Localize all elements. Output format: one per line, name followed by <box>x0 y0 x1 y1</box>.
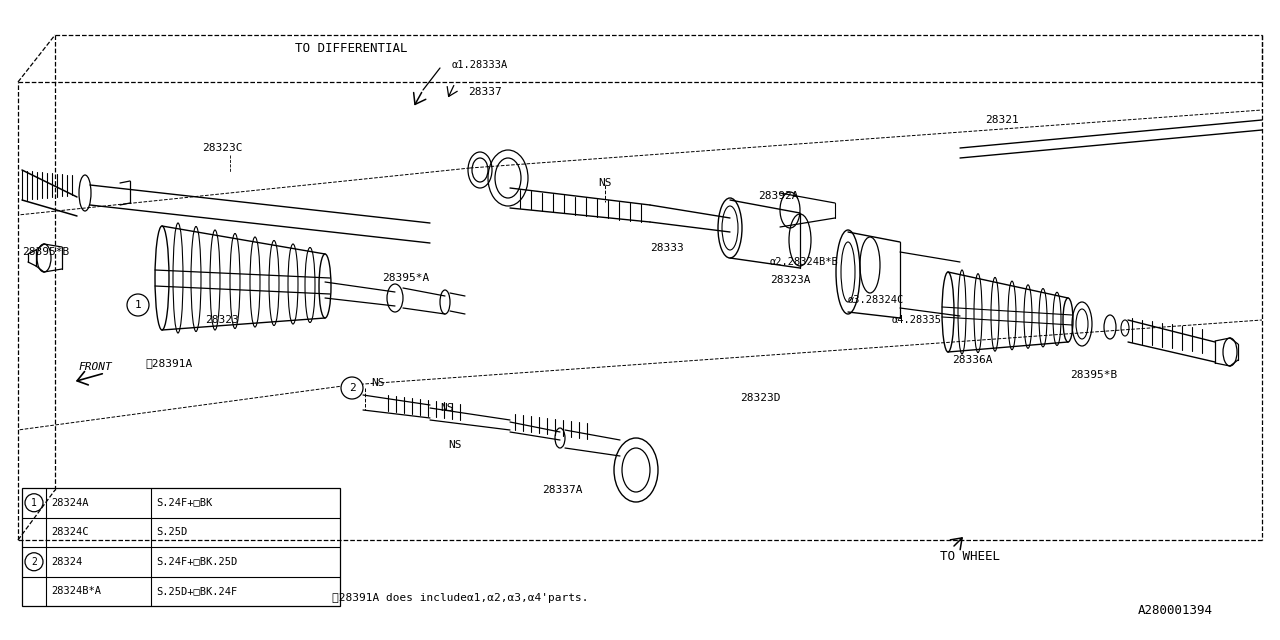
Text: NS: NS <box>598 178 612 188</box>
Text: α3.28324C: α3.28324C <box>849 295 904 305</box>
Text: 28323: 28323 <box>205 315 239 325</box>
Text: 2: 2 <box>31 557 37 567</box>
Text: 28324C: 28324C <box>51 527 88 537</box>
Circle shape <box>26 553 44 571</box>
Text: S.24F+□BK.25D: S.24F+□BK.25D <box>156 557 237 567</box>
Text: 28324A: 28324A <box>51 498 88 508</box>
Text: 28323C: 28323C <box>202 143 242 153</box>
Text: TO WHEEL: TO WHEEL <box>940 550 1000 563</box>
Text: 1: 1 <box>134 300 141 310</box>
Text: 28395*B: 28395*B <box>1070 370 1117 380</box>
Text: 28395*A: 28395*A <box>381 273 429 283</box>
Text: NS: NS <box>440 403 453 413</box>
Text: 28333: 28333 <box>650 243 684 253</box>
Text: 28321: 28321 <box>986 115 1019 125</box>
Text: 28323D: 28323D <box>740 393 781 403</box>
Text: NS: NS <box>448 440 462 450</box>
Circle shape <box>340 377 364 399</box>
Text: S.24F+□BK: S.24F+□BK <box>156 498 212 508</box>
Text: α2.28324B*B: α2.28324B*B <box>771 257 838 267</box>
Text: 2: 2 <box>348 383 356 393</box>
Circle shape <box>26 493 44 512</box>
Text: 28337: 28337 <box>468 87 502 97</box>
Text: α1.28333A: α1.28333A <box>452 60 508 70</box>
Text: α4.28335: α4.28335 <box>892 315 942 325</box>
Text: A280001394: A280001394 <box>1138 604 1213 616</box>
Text: 28337A: 28337A <box>543 485 582 495</box>
Text: 1: 1 <box>31 498 37 508</box>
Text: 28395*B: 28395*B <box>22 247 69 257</box>
Text: 28323A: 28323A <box>771 275 810 285</box>
Text: ※28391A does includeα1,α2,α3,α4'parts.: ※28391A does includeα1,α2,α3,α4'parts. <box>332 593 589 603</box>
Text: 28392A: 28392A <box>758 191 799 201</box>
Text: 28324: 28324 <box>51 557 82 567</box>
Text: FRONT: FRONT <box>78 362 111 372</box>
Circle shape <box>127 294 148 316</box>
Text: NS: NS <box>371 378 384 388</box>
Bar <box>22 488 340 606</box>
Text: S.25D: S.25D <box>156 527 187 537</box>
Text: 28336A: 28336A <box>952 355 992 365</box>
Text: TO DIFFERENTIAL: TO DIFFERENTIAL <box>294 42 407 54</box>
Text: ※28391A: ※28391A <box>145 358 192 368</box>
Text: S.25D+□BK.24F: S.25D+□BK.24F <box>156 586 237 596</box>
Text: 28324B*A: 28324B*A <box>51 586 101 596</box>
